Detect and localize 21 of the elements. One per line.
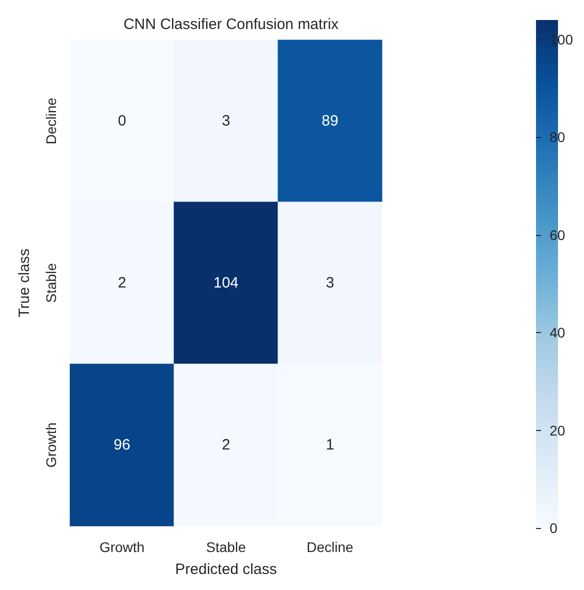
x-tick-label: Growth bbox=[99, 539, 145, 555]
y-tick-label: Stable bbox=[43, 262, 59, 303]
data-label: 2 bbox=[118, 274, 126, 292]
color-bar-label: 40 bbox=[550, 324, 566, 341]
y-tick-label: Decline bbox=[43, 97, 59, 144]
data-label: 89 bbox=[322, 112, 338, 130]
x-axis-title: Predicted class bbox=[175, 561, 277, 578]
data-label: 3 bbox=[222, 112, 230, 130]
y-axis-title: True class bbox=[16, 248, 33, 318]
chart-title: CNN Classifier Confusion matrix bbox=[123, 16, 340, 33]
data-label: 104 bbox=[213, 274, 239, 292]
data-label: 0 bbox=[118, 112, 126, 130]
x-tick-label: Decline bbox=[306, 539, 354, 555]
data-label: 2 bbox=[222, 436, 230, 454]
y-tick-label: Growth bbox=[43, 422, 59, 468]
data-label: 1 bbox=[326, 436, 334, 454]
data-label: 96 bbox=[114, 436, 130, 454]
x-tick-label: Stable bbox=[206, 539, 246, 555]
data-label: 3 bbox=[326, 274, 334, 292]
color-bar-label: 20 bbox=[550, 422, 566, 438]
color-bar-label: 0 bbox=[550, 520, 558, 536]
